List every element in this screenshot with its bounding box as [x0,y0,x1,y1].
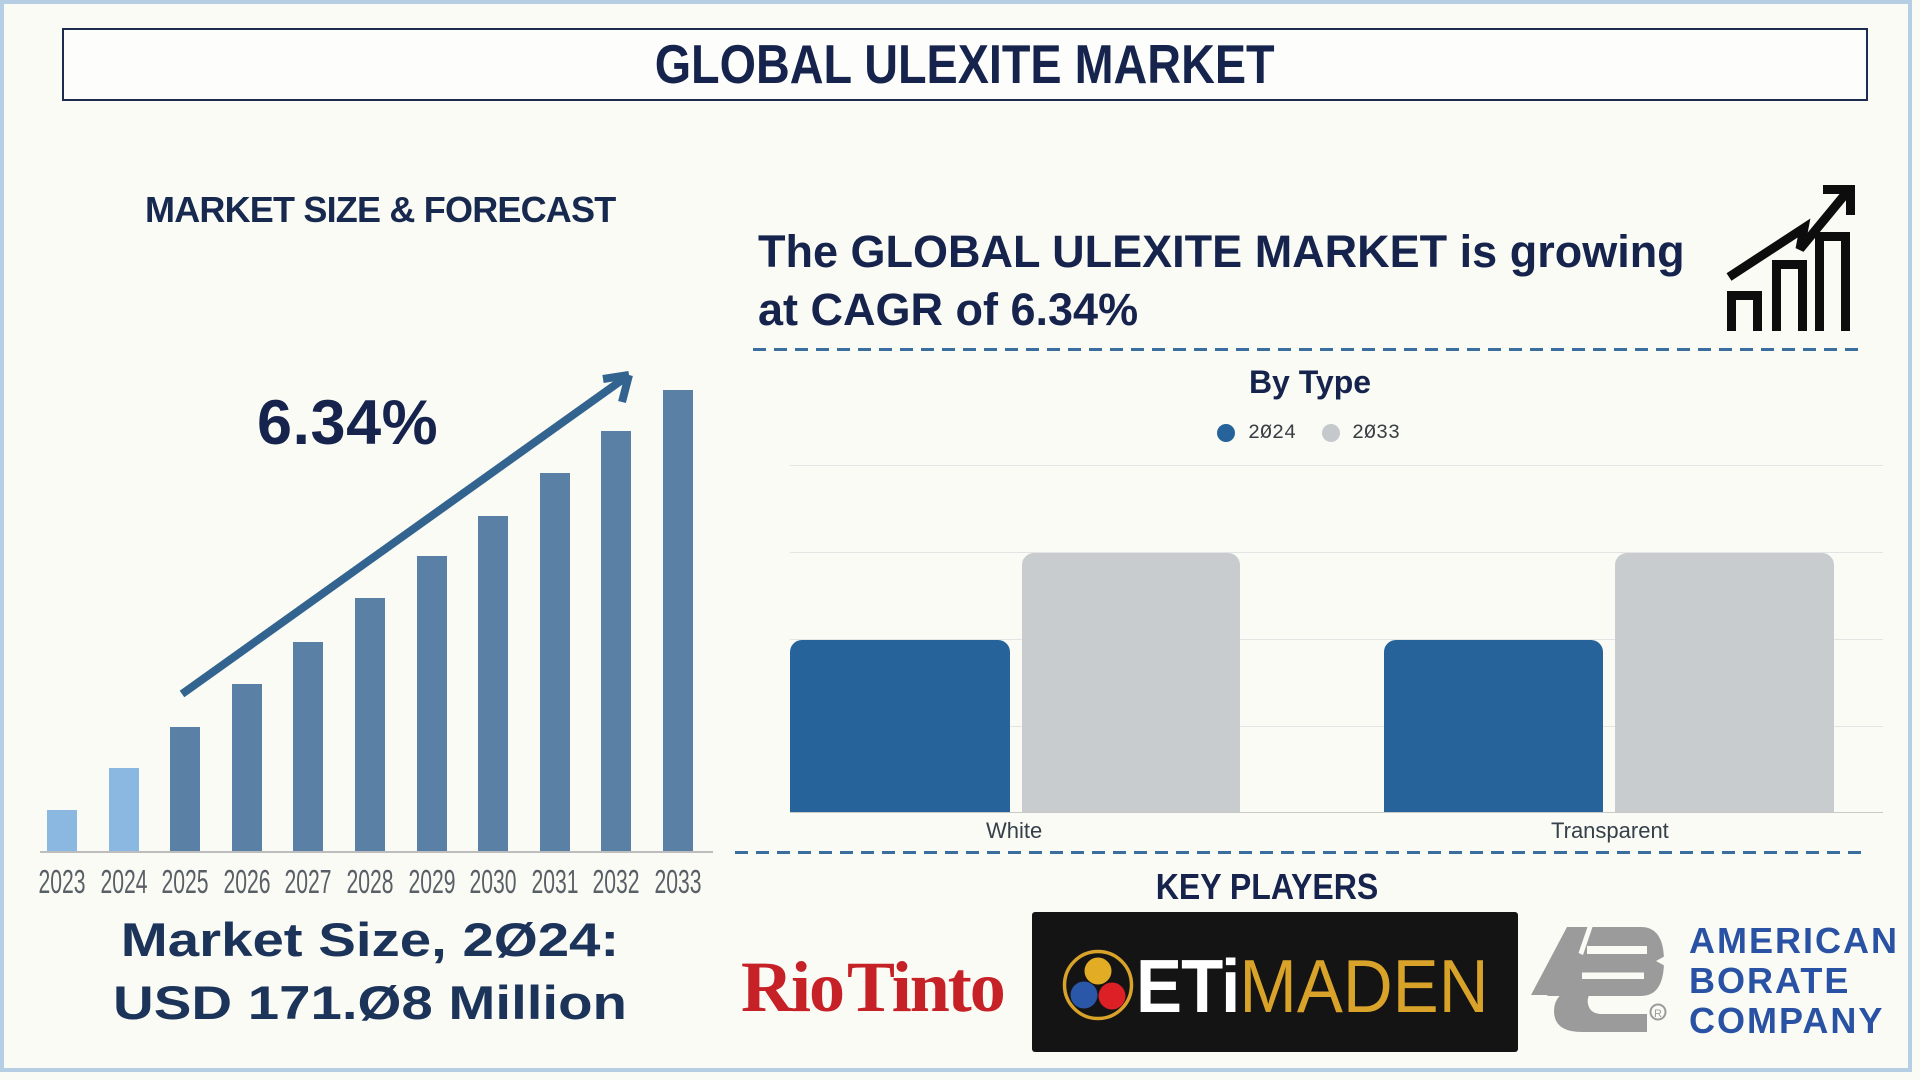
svg-text:R: R [1654,1008,1662,1020]
